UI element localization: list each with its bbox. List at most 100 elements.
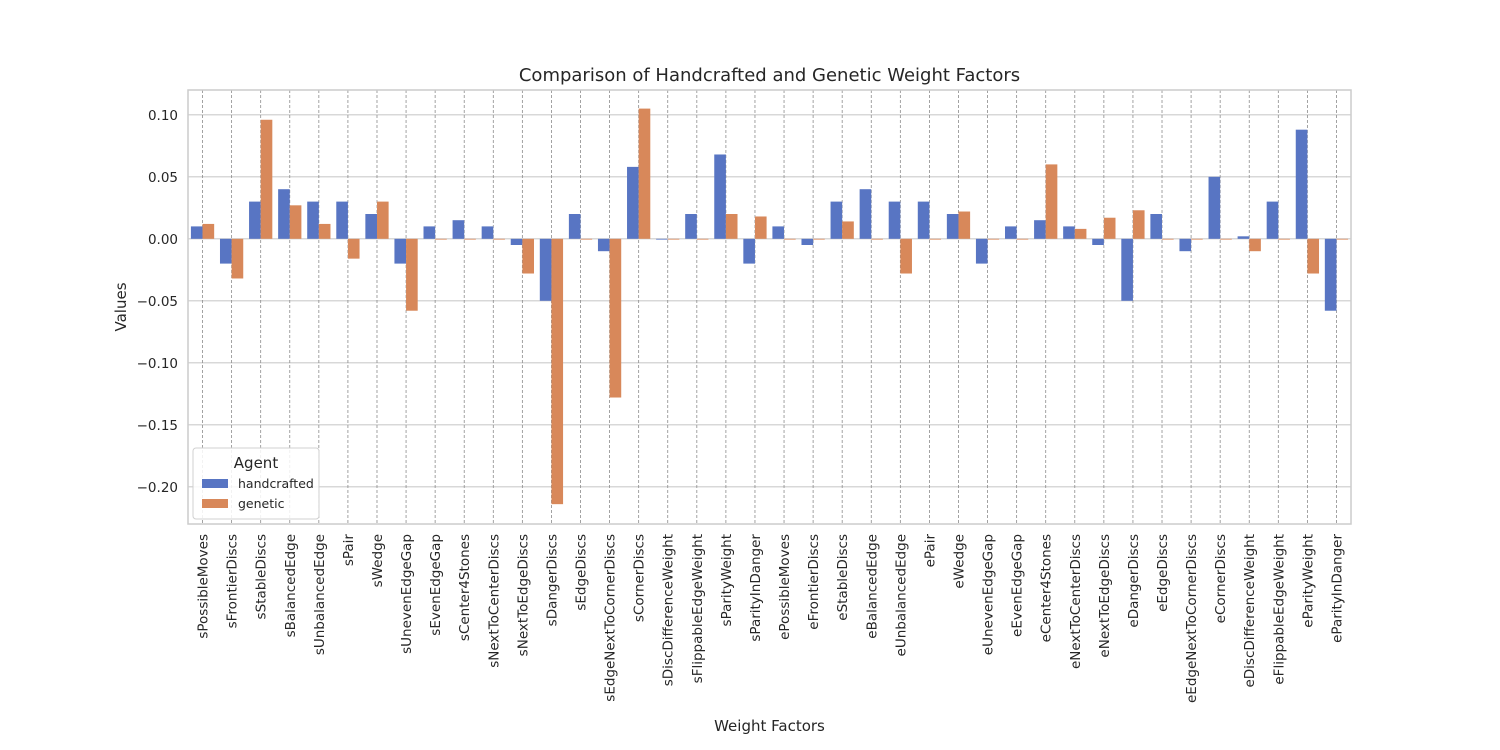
x-tick-label: sCenter4Stones (457, 534, 473, 641)
bar-genetic-sCenter4Stones (464, 238, 476, 240)
bar-handcrafted-sDiscDifferenceWeight (656, 238, 668, 240)
bar-genetic-sUnevenEdgeGap (406, 238, 418, 311)
x-tick-label: eNextToCenterDiscs (1068, 534, 1084, 669)
legend-swatch-genetic (202, 499, 228, 508)
bar-genetic-sDangerDiscs (551, 238, 564, 505)
bar-handcrafted-eUnbalancedEdge (888, 201, 901, 239)
bar-handcrafted-eDangerDiscs (1121, 238, 1133, 301)
bar-handcrafted-eNextToEdgeDiscs (1092, 238, 1104, 245)
x-tick-label: eDiscDifferenceWeight (1242, 534, 1258, 688)
bar-genetic-sEdgeNextToCornerDiscs (609, 238, 622, 398)
x-tick-label: ePair (922, 534, 938, 568)
bar-handcrafted-eWedge (946, 214, 959, 239)
bar-genetic-eBalancedEdge (871, 238, 883, 240)
x-tick-label: sParityInDanger (748, 534, 764, 642)
x-tick-label: eUnevenEdgeGap (981, 534, 997, 655)
bar-handcrafted-sEvenEdgeGap (423, 226, 436, 239)
bar-handcrafted-sPossibleMoves (190, 226, 203, 239)
x-tick-label: sPossibleMoves (196, 534, 212, 639)
bar-handcrafted-sDangerDiscs (539, 238, 552, 301)
x-tick-label: eCenter4Stones (1039, 534, 1055, 642)
bar-genetic-ePair (929, 238, 942, 240)
x-tick-label: sEdgeNextToCornerDiscs (603, 534, 619, 702)
x-tick-label: eEdgeDiscs (1155, 534, 1171, 612)
grid (188, 90, 1351, 524)
bar-handcrafted-eEdgeNextToCornerDiscs (1179, 238, 1192, 252)
x-tick-label: sDiscDifferenceWeight (661, 534, 677, 686)
legend: Agent handcrafted genetic (192, 447, 320, 520)
bar-genetic-sPossibleMoves (202, 223, 215, 239)
bar-handcrafted-eNextToCenterDiscs (1063, 226, 1075, 239)
bar-genetic-sEdgeDiscs (580, 238, 593, 240)
bar-genetic-eEdgeNextToCornerDiscs (1191, 238, 1203, 240)
bar-genetic-eCornerDiscs (1220, 238, 1232, 240)
bar-handcrafted-eParityInDanger (1324, 238, 1337, 311)
x-tick-label: sBalancedEdge (283, 534, 299, 637)
x-tick-label: eStableDiscs (835, 534, 851, 621)
plot-area (188, 90, 1351, 524)
x-tick-label: sNextToEdgeDiscs (515, 534, 531, 656)
bar-handcrafted-eDiscDifferenceWeight (1237, 236, 1250, 239)
x-tick-label: sUnevenEdgeGap (399, 534, 415, 654)
bar-handcrafted-sUnevenEdgeGap (394, 238, 407, 264)
bar-genetic-sBalancedEdge (289, 205, 302, 239)
bar-genetic-eUnbalancedEdge (900, 238, 912, 274)
bar-genetic-eEvenEdgeGap (1016, 238, 1029, 240)
bar-genetic-eEdgeDiscs (1162, 238, 1174, 240)
bar-handcrafted-sEdgeNextToCornerDiscs (597, 238, 610, 252)
bar-genetic-eUnevenEdgeGap (987, 238, 1000, 240)
bar-handcrafted-ePair (917, 201, 930, 239)
legend-title: Agent (234, 454, 279, 472)
bar-handcrafted-sCenter4Stones (452, 220, 465, 239)
bar-handcrafted-sPair (336, 201, 348, 239)
bar-handcrafted-eBalancedEdge (859, 189, 872, 239)
y-axis-ticks: 0.10 0.05 0.00 −0.05 −0.10 −0.15 −0.20 (137, 108, 178, 496)
bar-handcrafted-sNextToCenterDiscs (481, 226, 494, 239)
bar-handcrafted-eStableDiscs (830, 201, 843, 239)
bar-handcrafted-sParityInDanger (743, 238, 755, 264)
bar-handcrafted-sCornerDiscs (627, 166, 639, 239)
bar-genetic-sPair (347, 238, 360, 259)
plot-frame (187, 89, 1352, 525)
bar-handcrafted-eEvenEdgeGap (1005, 226, 1017, 239)
x-tick-label: eBalancedEdge (864, 534, 880, 639)
bar-handcrafted-sEdgeDiscs (568, 214, 581, 239)
bar-handcrafted-eCenter4Stones (1034, 220, 1046, 239)
bar-handcrafted-eCornerDiscs (1208, 176, 1221, 239)
x-tick-label: eUnbalancedEdge (893, 534, 909, 656)
y-tick-label: −0.05 (137, 294, 178, 310)
bar-genetic-eCenter4Stones (1045, 164, 1058, 239)
y-tick-label: 0.00 (148, 232, 178, 248)
bar-handcrafted-eParityWeight (1295, 129, 1308, 239)
x-tick-label: sParityWeight (719, 534, 735, 626)
bar-handcrafted-sFlippableEdgeWeight (685, 214, 697, 239)
x-tick-label: sEdgeDiscs (574, 534, 590, 611)
bar-genetic-sFlippableEdgeWeight (696, 238, 709, 240)
x-tick-label: sUnbalancedEdge (312, 534, 328, 655)
legend-label-handcrafted: handcrafted (238, 476, 314, 491)
bars (190, 108, 1349, 505)
bar-genetic-sNextToCenterDiscs (493, 238, 505, 240)
bar-genetic-sStableDiscs (260, 119, 273, 239)
bar-genetic-sUnbalancedEdge (318, 223, 331, 239)
x-tick-label: eParityWeight (1300, 534, 1316, 628)
bar-genetic-eStableDiscs (842, 221, 854, 239)
bar-handcrafted-eFlippableEdgeWeight (1266, 201, 1279, 239)
x-axis-ticks: sPossibleMoves sFrontierDiscs sStableDiscs… (196, 534, 1346, 703)
bar-genetic-sParityWeight (725, 214, 738, 239)
bar-handcrafted-eFrontierDiscs (801, 238, 814, 245)
bar-genetic-eFrontierDiscs (813, 238, 825, 240)
x-tick-label: sWedge (370, 534, 386, 587)
bar-handcrafted-eUnevenEdgeGap (975, 238, 988, 264)
bar-handcrafted-sBalancedEdge (278, 189, 290, 239)
bar-handcrafted-sFrontierDiscs (219, 238, 232, 264)
x-tick-label: ePossibleMoves (777, 534, 793, 640)
bar-handcrafted-sParityWeight (714, 154, 726, 239)
bar-genetic-eParityWeight (1307, 238, 1320, 274)
bar-genetic-sNextToEdgeDiscs (522, 238, 534, 274)
x-tick-label: eFlippableEdgeWeight (1271, 534, 1287, 685)
x-tick-label: sCornerDiscs (632, 534, 648, 622)
x-tick-label: eEdgeNextToCornerDiscs (1184, 534, 1200, 703)
x-axis-label: Weight Factors (714, 717, 825, 735)
